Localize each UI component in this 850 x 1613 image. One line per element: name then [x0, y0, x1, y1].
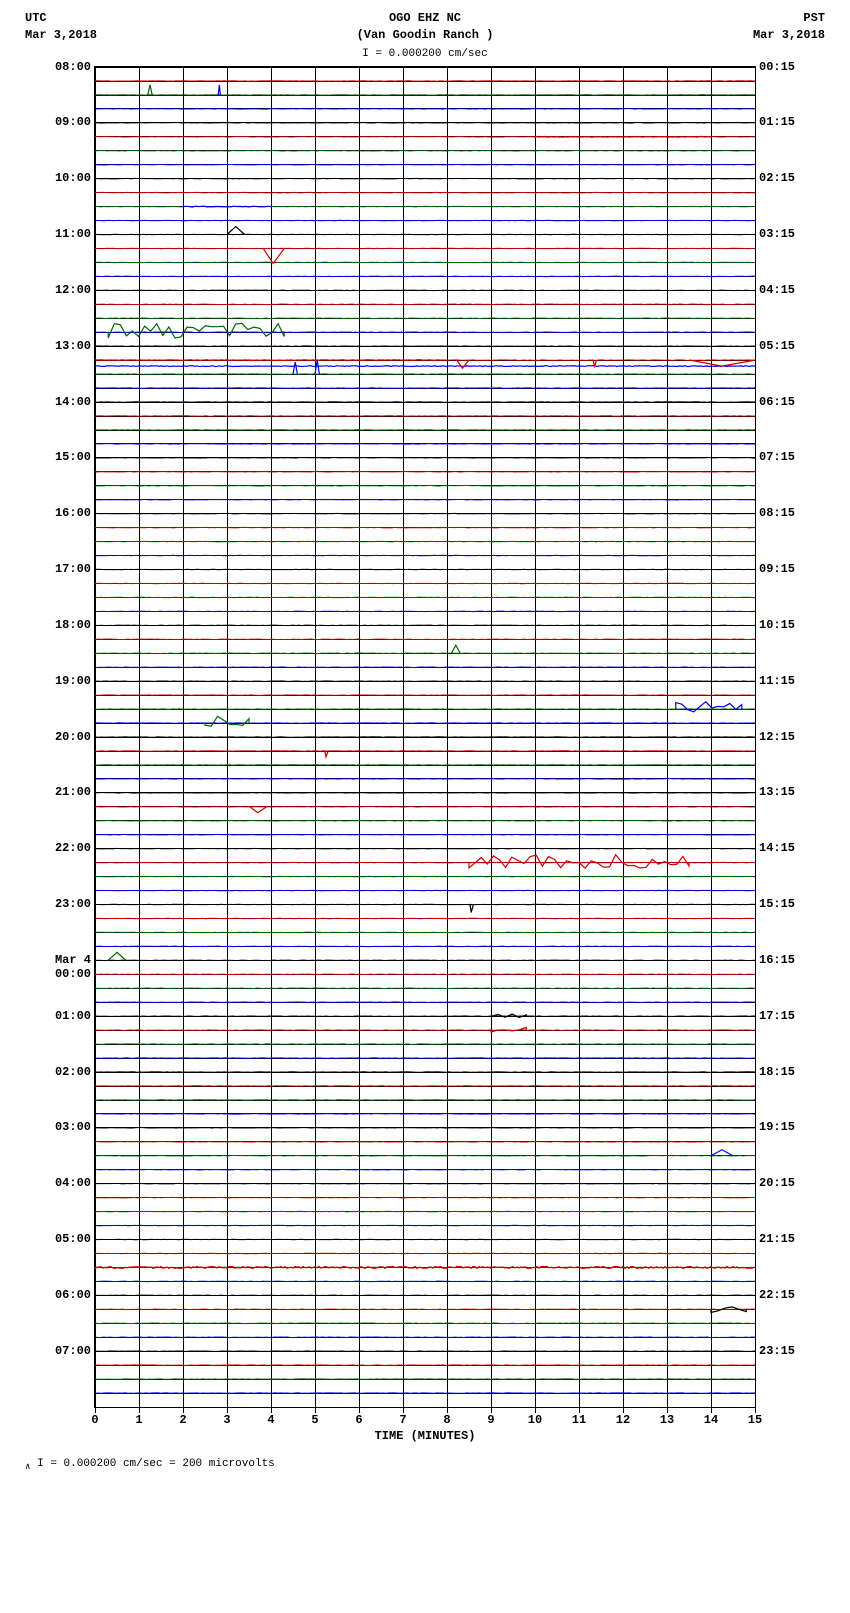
- utc-header: UTC Mar 3,2018: [25, 10, 97, 44]
- utc-time-label: 08:00: [55, 60, 95, 74]
- title-block: OGO EHZ NC (Van Goodin Ranch ) I = 0.000…: [357, 10, 494, 60]
- pst-time-label: 10:15: [755, 618, 795, 632]
- utc-time-label: 01:00: [55, 1009, 95, 1023]
- utc-time-label: 13:00: [55, 339, 95, 353]
- x-tick-label: 12: [616, 1407, 630, 1427]
- utc-time-label: 18:00: [55, 618, 95, 632]
- x-tick-label: 11: [572, 1407, 586, 1427]
- pst-time-label: 17:15: [755, 1009, 795, 1023]
- pst-time-label: 05:15: [755, 339, 795, 353]
- trace-layer: [95, 67, 755, 1407]
- seismogram-plot: TIME (MINUTES) 012345678910111213141508:…: [94, 66, 756, 1408]
- pst-time-label: 04:15: [755, 283, 795, 297]
- pst-label: PST: [753, 10, 825, 27]
- utc-time-label: 15:00: [55, 450, 95, 464]
- pst-time-label: 15:15: [755, 897, 795, 911]
- pst-time-label: 12:15: [755, 730, 795, 744]
- pst-time-label: 09:15: [755, 562, 795, 576]
- utc-time-label: 14:00: [55, 395, 95, 409]
- utc-time-label: 04:00: [55, 1176, 95, 1190]
- x-tick-label: 14: [704, 1407, 718, 1427]
- utc-time-label: Mar 4: [55, 953, 95, 967]
- utc-time-label: 05:00: [55, 1232, 95, 1246]
- amplitude-scale: I = 0.000200 cm/sec: [357, 48, 494, 60]
- x-tick-label: 7: [399, 1407, 406, 1427]
- x-tick-label: 10: [528, 1407, 542, 1427]
- pst-time-label: 22:15: [755, 1288, 795, 1302]
- utc-date: Mar 3,2018: [25, 27, 97, 44]
- utc-time-label: 23:00: [55, 897, 95, 911]
- pst-time-label: 06:15: [755, 395, 795, 409]
- utc-time-label: 10:00: [55, 171, 95, 185]
- station-code: OGO EHZ NC: [357, 10, 494, 27]
- x-tick-label: 15: [748, 1407, 762, 1427]
- x-tick-label: 1: [135, 1407, 142, 1427]
- utc-time-label: 12:00: [55, 283, 95, 297]
- x-tick-label: 4: [267, 1407, 274, 1427]
- x-tick-label: 2: [179, 1407, 186, 1427]
- x-tick-label: 6: [355, 1407, 362, 1427]
- utc-time-label: 22:00: [55, 841, 95, 855]
- pst-time-label: 11:15: [755, 674, 795, 688]
- utc-time-label: 20:00: [55, 730, 95, 744]
- station-name: (Van Goodin Ranch ): [357, 27, 494, 44]
- utc-time-label: 09:00: [55, 115, 95, 129]
- pst-time-label: 16:15: [755, 953, 795, 967]
- pst-time-label: 08:15: [755, 506, 795, 520]
- utc-time-label: 03:00: [55, 1120, 95, 1134]
- pst-time-label: 20:15: [755, 1176, 795, 1190]
- pst-header: PST Mar 3,2018: [753, 10, 825, 44]
- x-tick-label: 13: [660, 1407, 674, 1427]
- utc-time-label: 00:00: [55, 967, 95, 981]
- pst-time-label: 07:15: [755, 450, 795, 464]
- utc-time-label: 16:00: [55, 506, 95, 520]
- x-tick-label: 9: [487, 1407, 494, 1427]
- footer-scale: ∧ I = 0.000200 cm/sec = 200 microvolts: [25, 1458, 825, 1472]
- x-axis-title: TIME (MINUTES): [375, 1407, 476, 1443]
- x-tick-label: 8: [443, 1407, 450, 1427]
- utc-time-label: 02:00: [55, 1065, 95, 1079]
- x-tick-label: 3: [223, 1407, 230, 1427]
- utc-time-label: 06:00: [55, 1288, 95, 1302]
- pst-time-label: 01:15: [755, 115, 795, 129]
- pst-time-label: 18:15: [755, 1065, 795, 1079]
- utc-time-label: 17:00: [55, 562, 95, 576]
- utc-time-label: 11:00: [55, 227, 95, 241]
- pst-time-label: 19:15: [755, 1120, 795, 1134]
- pst-time-label: 13:15: [755, 785, 795, 799]
- pst-time-label: 03:15: [755, 227, 795, 241]
- utc-time-label: 19:00: [55, 674, 95, 688]
- x-tick-label: 5: [311, 1407, 318, 1427]
- pst-time-label: 02:15: [755, 171, 795, 185]
- pst-time-label: 21:15: [755, 1232, 795, 1246]
- pst-date: Mar 3,2018: [753, 27, 825, 44]
- pst-time-label: 23:15: [755, 1344, 795, 1358]
- gridline-horizontal: [95, 1407, 755, 1408]
- pst-time-label: 00:15: [755, 60, 795, 74]
- utc-time-label: 21:00: [55, 785, 95, 799]
- pst-time-label: 14:15: [755, 841, 795, 855]
- chart-header: UTC Mar 3,2018 OGO EHZ NC (Van Goodin Ra…: [25, 10, 825, 60]
- utc-time-label: 07:00: [55, 1344, 95, 1358]
- utc-label: UTC: [25, 10, 97, 27]
- x-tick-label: 0: [91, 1407, 98, 1427]
